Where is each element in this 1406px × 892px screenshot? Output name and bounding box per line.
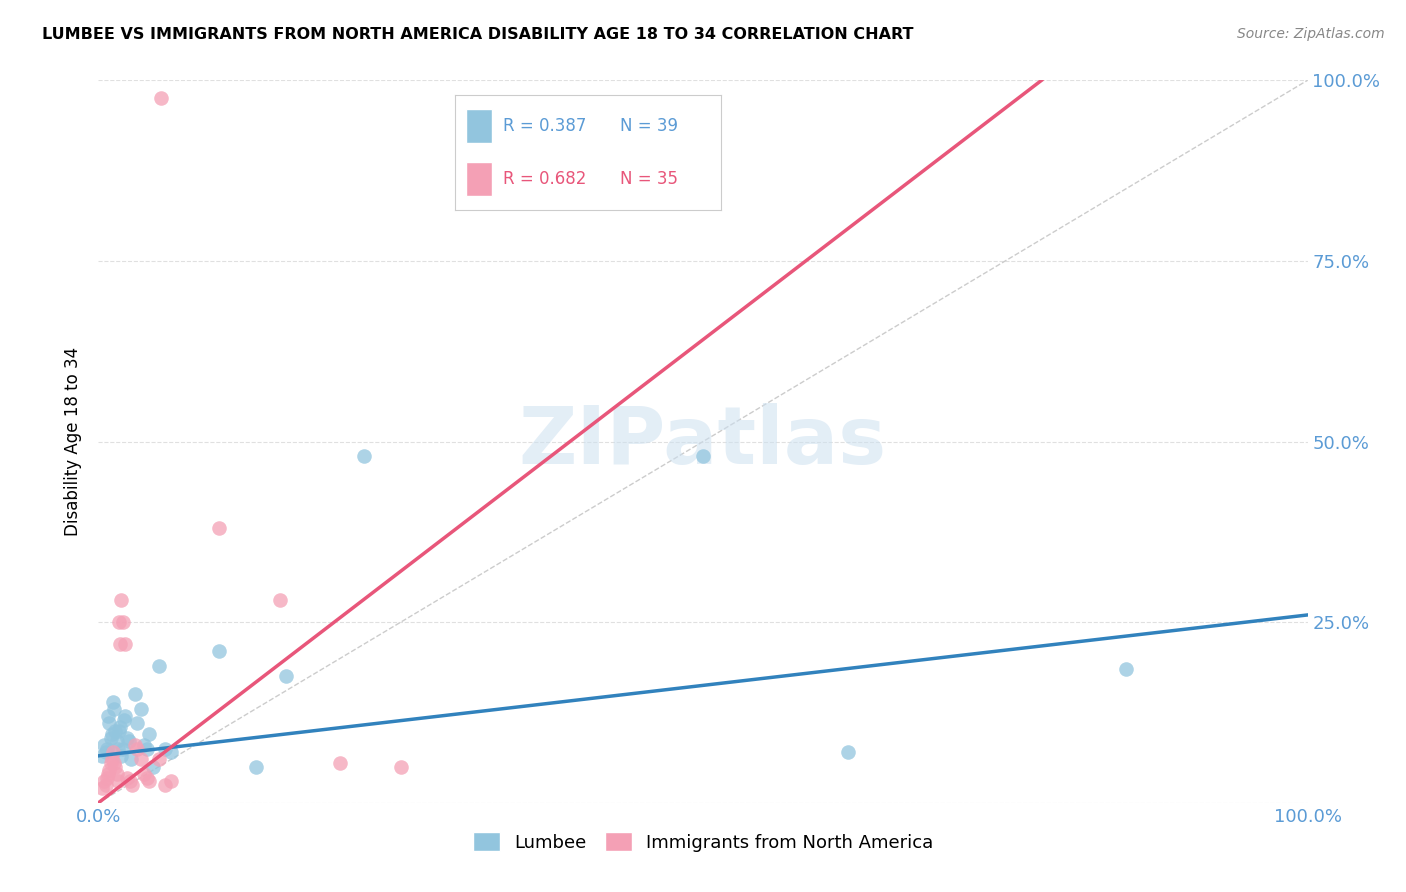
Point [96, 771, 118, 785]
Point [108, 615, 131, 630]
Point [129, 752, 152, 766]
Point [837, 745, 859, 759]
Point [103, 756, 125, 770]
Point [93, 738, 115, 752]
Point [329, 756, 352, 770]
Point [142, 760, 165, 774]
Point [129, 702, 152, 716]
Point [389, 760, 412, 774]
Point [112, 713, 135, 727]
Point [114, 637, 136, 651]
Point [97, 767, 120, 781]
Legend: Lumbee, Immigrants from North America: Lumbee, Immigrants from North America [465, 825, 941, 859]
Point [353, 449, 375, 463]
Point [134, 767, 156, 781]
Point [120, 752, 142, 766]
Point [104, 760, 127, 774]
Point [692, 449, 714, 463]
Point [105, 734, 128, 748]
Point [124, 738, 146, 752]
Point [127, 716, 149, 731]
Point [100, 752, 122, 766]
Point [121, 778, 143, 792]
Point [108, 723, 131, 738]
Point [91, 748, 114, 763]
Point [96, 741, 118, 756]
Point [138, 774, 160, 789]
Point [107, 774, 129, 789]
Point [105, 767, 128, 781]
Point [135, 771, 157, 785]
Point [153, 778, 176, 792]
Point [111, 615, 134, 630]
Point [124, 687, 146, 701]
Point [100, 727, 122, 741]
Point [117, 771, 139, 785]
Point [108, 720, 131, 734]
Point [148, 658, 170, 673]
Point [98, 716, 121, 731]
Point [93, 774, 115, 789]
Point [103, 702, 125, 716]
Point [245, 760, 267, 774]
Point [118, 774, 141, 789]
Point [150, 91, 173, 105]
Point [91, 781, 114, 796]
Point [108, 637, 131, 651]
Text: ZIPatlas: ZIPatlas [519, 402, 887, 481]
Point [100, 756, 122, 770]
Point [107, 741, 129, 756]
Y-axis label: Disability Age 18 to 34: Disability Age 18 to 34 [65, 347, 83, 536]
Point [274, 669, 297, 683]
Point [134, 738, 156, 752]
Point [117, 731, 139, 745]
Point [153, 741, 176, 756]
Point [110, 593, 132, 607]
Point [98, 764, 121, 778]
Point [101, 745, 124, 759]
Point [94, 745, 117, 759]
Text: Source: ZipAtlas.com: Source: ZipAtlas.com [1237, 27, 1385, 41]
Point [94, 778, 117, 792]
Point [111, 741, 134, 756]
Point [101, 695, 124, 709]
Point [97, 709, 120, 723]
Point [148, 752, 170, 766]
Point [114, 709, 136, 723]
Point [160, 774, 183, 789]
Point [208, 521, 231, 535]
Point [208, 644, 231, 658]
Point [269, 593, 291, 607]
Point [138, 727, 160, 741]
Point [160, 745, 183, 759]
Point [118, 734, 141, 748]
Point [100, 731, 122, 745]
Point [110, 748, 132, 763]
Point [127, 741, 149, 756]
Text: LUMBEE VS IMMIGRANTS FROM NORTH AMERICA DISABILITY AGE 18 TO 34 CORRELATION CHAR: LUMBEE VS IMMIGRANTS FROM NORTH AMERICA … [42, 27, 914, 42]
Point [104, 723, 127, 738]
Point [1115, 662, 1137, 676]
Point [135, 741, 157, 756]
